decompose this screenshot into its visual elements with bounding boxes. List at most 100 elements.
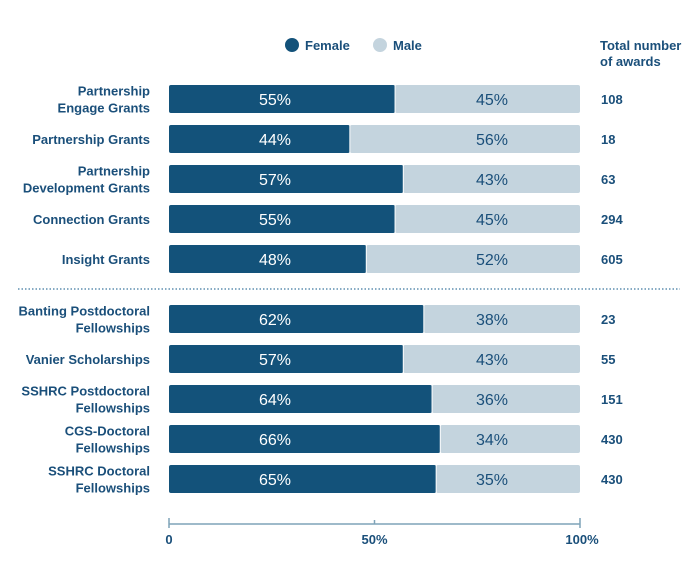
bar-row: CGS-Doctoral Fellowships 66% 34% 430 — [65, 424, 623, 456]
total-awards-value: 151 — [601, 392, 623, 407]
bar-female — [169, 385, 433, 413]
data-label-female: 57% — [259, 352, 291, 369]
bar-row: Partnership Engage Grants 55% 45% 108 — [58, 84, 623, 116]
data-label-male: 43% — [476, 172, 508, 189]
data-label-female: 62% — [259, 312, 291, 329]
bar-row: Partnership Development Grants 57% 43% 63 — [23, 164, 616, 196]
total-awards-value: 18 — [601, 132, 615, 147]
bar-male — [403, 345, 580, 373]
category-label-line: Vanier Scholarships — [26, 352, 150, 367]
data-label-female: 64% — [259, 392, 291, 409]
data-label-female: 48% — [259, 252, 291, 269]
totals-header-line2: of awards — [600, 54, 661, 69]
totals-header-line1: Total number — [600, 38, 681, 53]
data-label-male: 56% — [476, 132, 508, 149]
bar-female — [169, 345, 404, 373]
bar-male — [349, 125, 580, 153]
legend: Female Male — [285, 38, 422, 53]
bar-row: Connection Grants 55% 45% 294 — [33, 205, 623, 233]
bar-male — [432, 385, 580, 413]
bar-female — [169, 125, 350, 153]
bar-male — [436, 465, 580, 493]
data-label-male: 34% — [476, 432, 508, 449]
category-label: CGS-Doctoral Fellowships — [65, 424, 150, 456]
bar-row: Insight Grants 48% 52% 605 — [62, 245, 623, 273]
bar-row: SSHRC Doctoral Fellowships 65% 35% 430 — [48, 464, 623, 496]
data-label-male: 45% — [476, 212, 508, 229]
bar-female — [169, 245, 367, 273]
data-label-male: 52% — [476, 252, 508, 269]
category-label-line: Connection Grants — [33, 212, 150, 227]
legend-female-swatch — [285, 38, 299, 52]
bar-female — [169, 465, 437, 493]
category-label-line: Insight Grants — [62, 252, 150, 267]
category-label-line: Partnership Grants — [32, 132, 150, 147]
bar-male — [395, 85, 580, 113]
bar-row: SSHRC Postdoctoral Fellowships 64% 36% 151 — [21, 384, 622, 416]
data-label-female: 55% — [259, 92, 291, 109]
bar-row: Partnership Grants 44% 56% 18 — [32, 125, 615, 153]
category-label-line: Banting Postdoctoral — [19, 304, 150, 319]
legend-female-label: Female — [305, 38, 350, 53]
total-awards-value: 294 — [601, 212, 623, 227]
category-label-line: SSHRC Doctoral — [48, 464, 150, 479]
total-awards-value: 430 — [601, 472, 623, 487]
category-label-line: Fellowships — [76, 441, 150, 456]
category-label-line: Fellowships — [76, 401, 150, 416]
data-label-female: 44% — [259, 132, 291, 149]
totals-header: Total number of awards — [600, 38, 681, 69]
category-label: Vanier Scholarships — [26, 352, 150, 367]
x-tick-label: 0 — [165, 532, 172, 547]
bar-female — [169, 205, 396, 233]
bar-male — [403, 165, 580, 193]
data-label-female: 65% — [259, 472, 291, 489]
bar-male — [423, 305, 580, 333]
bar-rows: Partnership Engage Grants 55% 45% 108Partner… — [19, 84, 624, 496]
category-label: SSHRC Doctoral Fellowships — [48, 464, 150, 496]
data-label-male: 38% — [476, 312, 508, 329]
category-label-line: Engage Grants — [58, 101, 150, 116]
bar-female — [169, 425, 441, 453]
data-label-female: 55% — [259, 212, 291, 229]
category-label-line: SSHRC Postdoctoral — [21, 384, 150, 399]
total-awards-value: 430 — [601, 432, 623, 447]
category-label: Partnership Engage Grants — [58, 84, 151, 116]
total-awards-value: 23 — [601, 312, 615, 327]
data-label-male: 45% — [476, 92, 508, 109]
legend-male-label: Male — [393, 38, 422, 53]
bar-row: Vanier Scholarships 57% 43% 55 — [26, 345, 615, 373]
bar-male — [366, 245, 580, 273]
bar-female — [169, 165, 404, 193]
data-label-male: 35% — [476, 472, 508, 489]
x-axis: 0 50% 100% — [165, 518, 599, 547]
category-label-line: Fellowships — [76, 481, 150, 496]
bar-female — [169, 85, 396, 113]
total-awards-value: 55 — [601, 352, 615, 367]
data-label-male: 36% — [476, 392, 508, 409]
total-awards-value: 108 — [601, 92, 623, 107]
total-awards-value: 63 — [601, 172, 615, 187]
x-tick-label: 100% — [565, 532, 599, 547]
category-label: Partnership Grants — [32, 132, 150, 147]
category-label: SSHRC Postdoctoral Fellowships — [21, 384, 150, 416]
x-tick-label: 50% — [361, 532, 387, 547]
category-label: Partnership Development Grants — [23, 164, 150, 196]
data-label-female: 57% — [259, 172, 291, 189]
legend-male-swatch — [373, 38, 387, 52]
category-label: Banting Postdoctoral Fellowships — [19, 304, 150, 336]
data-label-male: 43% — [476, 352, 508, 369]
category-label: Connection Grants — [33, 212, 150, 227]
data-label-female: 66% — [259, 432, 291, 449]
bar-female — [169, 305, 424, 333]
bar-row: Banting Postdoctoral Fellowships 62% 38% 23 — [19, 304, 616, 336]
category-label-line: Fellowships — [76, 321, 150, 336]
bar-male — [395, 205, 580, 233]
bar-male — [440, 425, 580, 453]
category-label-line: Partnership — [78, 164, 150, 179]
category-label: Insight Grants — [62, 252, 150, 267]
category-label-line: Partnership — [78, 84, 150, 99]
total-awards-value: 605 — [601, 252, 623, 267]
category-label-line: Development Grants — [23, 181, 150, 196]
category-label-line: CGS-Doctoral — [65, 424, 150, 439]
